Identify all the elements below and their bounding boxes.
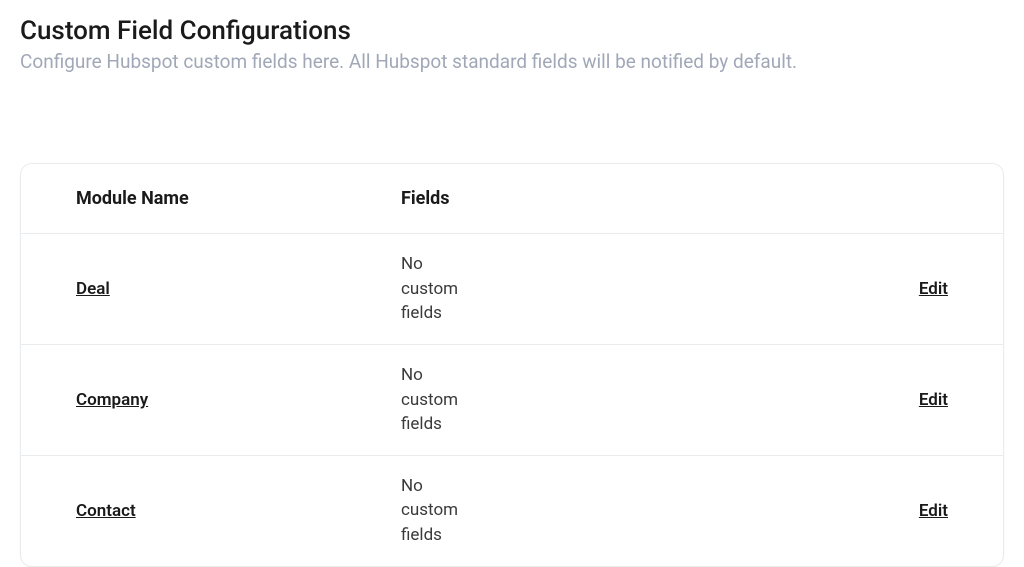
edit-link-contact[interactable]: Edit (919, 501, 948, 521)
column-header-fields: Fields (381, 188, 481, 209)
module-link-deal[interactable]: Deal (76, 279, 110, 299)
page-title: Custom Field Configurations (20, 16, 1004, 46)
edit-link-company[interactable]: Edit (919, 390, 948, 410)
table-row: Company No custom fields Edit (21, 345, 1003, 456)
table-row: Contact No custom fields Edit (21, 456, 1003, 566)
config-table: Module Name Fields Deal No custom fields… (20, 163, 1004, 567)
module-link-contact[interactable]: Contact (76, 501, 136, 521)
table-row: Deal No custom fields Edit (21, 234, 1003, 345)
column-header-module: Module Name (21, 188, 381, 209)
page-subtitle: Configure Hubspot custom fields here. Al… (20, 50, 1004, 73)
fields-text: No custom fields (381, 252, 461, 326)
edit-link-deal[interactable]: Edit (919, 279, 948, 299)
module-link-company[interactable]: Company (76, 390, 148, 410)
fields-text: No custom fields (381, 474, 461, 548)
table-header-row: Module Name Fields (21, 164, 1003, 234)
fields-text: No custom fields (381, 363, 461, 437)
